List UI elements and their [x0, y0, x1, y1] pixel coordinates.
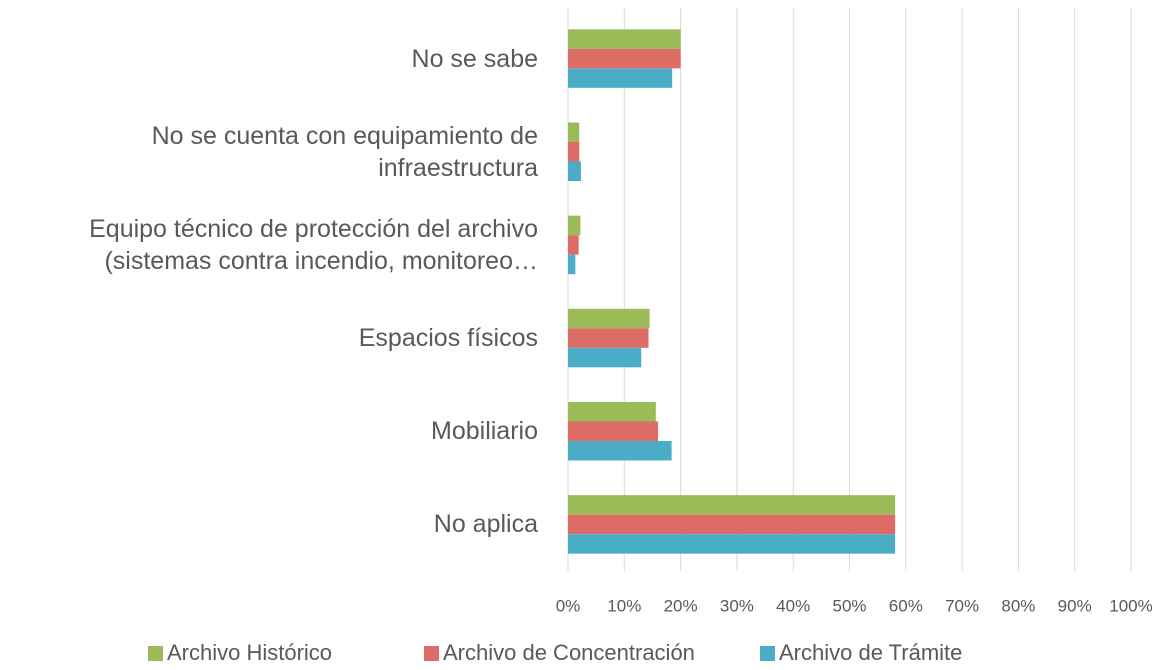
bar [568, 142, 580, 162]
bar [568, 122, 580, 142]
legend-swatch [760, 645, 775, 661]
bar [568, 402, 656, 422]
legend-swatch [148, 645, 163, 661]
bar [568, 441, 672, 461]
bar [568, 495, 896, 515]
bar [568, 347, 642, 368]
legend-label: Archivo de Trámite [779, 640, 963, 665]
bar [568, 254, 576, 275]
x-tick-label: 40% [776, 596, 810, 615]
bar [568, 215, 581, 236]
legend-item: Archivo de Trámite [760, 640, 962, 666]
bar [568, 514, 896, 535]
x-tick-label: 50% [832, 596, 866, 615]
legend-label: Archivo de Concentración [443, 640, 695, 665]
bar [568, 534, 896, 554]
legend-swatch [424, 645, 439, 661]
bar [568, 68, 673, 88]
x-tick-label: 70% [945, 596, 979, 615]
x-tick-label: 10% [607, 596, 641, 615]
x-tick-label: 100% [1109, 596, 1152, 615]
y-tick-label: Equipo técnico de protección del archivo… [89, 214, 538, 275]
y-tick-label: Mobiliario [431, 417, 538, 446]
bar [568, 29, 681, 49]
legend-item: Archivo Histórico [148, 640, 332, 666]
x-tick-label: 80% [1001, 596, 1035, 615]
y-tick-label: No se cuenta con equipamiento de infraes… [151, 121, 538, 182]
x-tick-label: 60% [889, 596, 923, 615]
y-tick-label: No aplica [433, 510, 538, 539]
legend-item: Archivo de Concentración [424, 640, 695, 666]
x-tick-label: 30% [720, 596, 754, 615]
x-tick-label: 90% [1058, 596, 1092, 615]
bar [568, 235, 579, 255]
bar [568, 48, 681, 69]
y-tick-label: No se sabe [411, 44, 538, 73]
x-tick-label: 0% [556, 596, 581, 615]
bar [568, 161, 581, 181]
x-tick-label: 20% [664, 596, 698, 615]
bar [568, 421, 659, 441]
bar [568, 308, 650, 329]
legend-label: Archivo Histórico [167, 640, 333, 665]
bar [568, 328, 649, 348]
y-tick-label: Espacios físicos [358, 324, 538, 353]
